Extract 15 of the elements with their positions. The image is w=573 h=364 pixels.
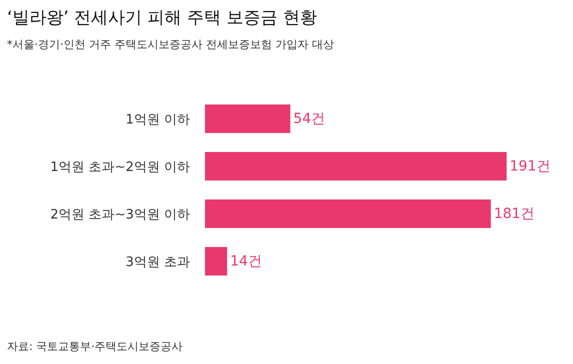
data-label: 54건 <box>293 110 326 127</box>
bar <box>205 152 507 180</box>
data-label: 181건 <box>494 206 535 222</box>
bar <box>205 200 491 228</box>
y-tick-label: 2억원 초과~3억원 이하 <box>50 207 190 222</box>
data-label: 191건 <box>510 158 550 174</box>
bar <box>205 247 228 276</box>
chart-subtitle: *서울·경기·인천 거주 주택도시보증공사 전세보증보험 가입자 대상 <box>7 38 334 51</box>
y-tick-label: 3억원 초과 <box>126 254 190 270</box>
text: 자료: 국토교통부·주택도시보증공사 <box>7 340 183 353</box>
chart-title: ‘빌라왕’ 전세사기 피해 주택 보증금 현황 <box>7 8 317 28</box>
data-label: 14건 <box>230 253 262 270</box>
bar <box>205 104 290 133</box>
y-tick-label: 1억원 초과~2억원 이하 <box>50 160 190 175</box>
y-tick-label: 1억원 이하 <box>126 112 190 128</box>
